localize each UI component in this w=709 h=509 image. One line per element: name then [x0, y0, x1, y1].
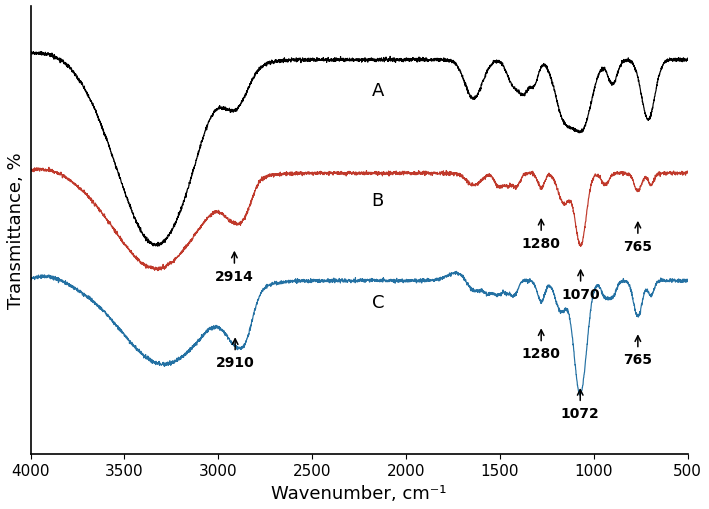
- Text: 765: 765: [623, 223, 652, 253]
- X-axis label: Wavenumber, cm⁻¹: Wavenumber, cm⁻¹: [272, 484, 447, 502]
- Text: 2914: 2914: [215, 253, 254, 283]
- Text: 1070: 1070: [562, 271, 600, 301]
- Text: 2910: 2910: [216, 339, 255, 370]
- Y-axis label: Transmittance, %: Transmittance, %: [7, 152, 25, 308]
- Text: 1280: 1280: [522, 220, 561, 250]
- Text: 1280: 1280: [522, 330, 561, 360]
- Text: 1072: 1072: [561, 390, 600, 420]
- Text: A: A: [372, 81, 384, 99]
- Text: B: B: [372, 191, 384, 210]
- Text: C: C: [372, 293, 384, 311]
- Text: 765: 765: [623, 336, 652, 366]
